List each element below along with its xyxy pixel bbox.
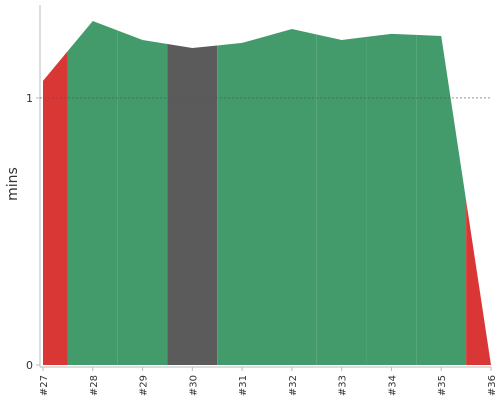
x-tick-label: #32	[288, 375, 299, 396]
area-segment	[117, 30, 168, 365]
x-tick-label: #30	[188, 375, 199, 396]
y-tick-label: 1	[26, 92, 33, 105]
x-tick-label: #34	[387, 375, 398, 396]
x-tick-label: #29	[139, 375, 150, 396]
x-tick-label: #35	[437, 375, 448, 396]
y-axis-label: mins	[5, 167, 21, 201]
x-tick-label: #28	[89, 375, 100, 396]
area-segment	[466, 200, 491, 365]
area-segment	[217, 35, 267, 366]
area-segment	[67, 21, 118, 365]
area-segment	[267, 29, 317, 365]
y-tick-label: 0	[26, 359, 33, 372]
area-segment	[167, 43, 218, 366]
area-segment	[43, 50, 68, 365]
area-segment	[366, 33, 417, 365]
x-tick-label: #36	[487, 375, 498, 396]
x-tick-label: #31	[238, 375, 249, 396]
area-segment	[416, 34, 467, 365]
x-tick-label: #33	[338, 375, 349, 396]
area-segment	[316, 34, 367, 366]
x-tick-label: #27	[39, 375, 50, 396]
